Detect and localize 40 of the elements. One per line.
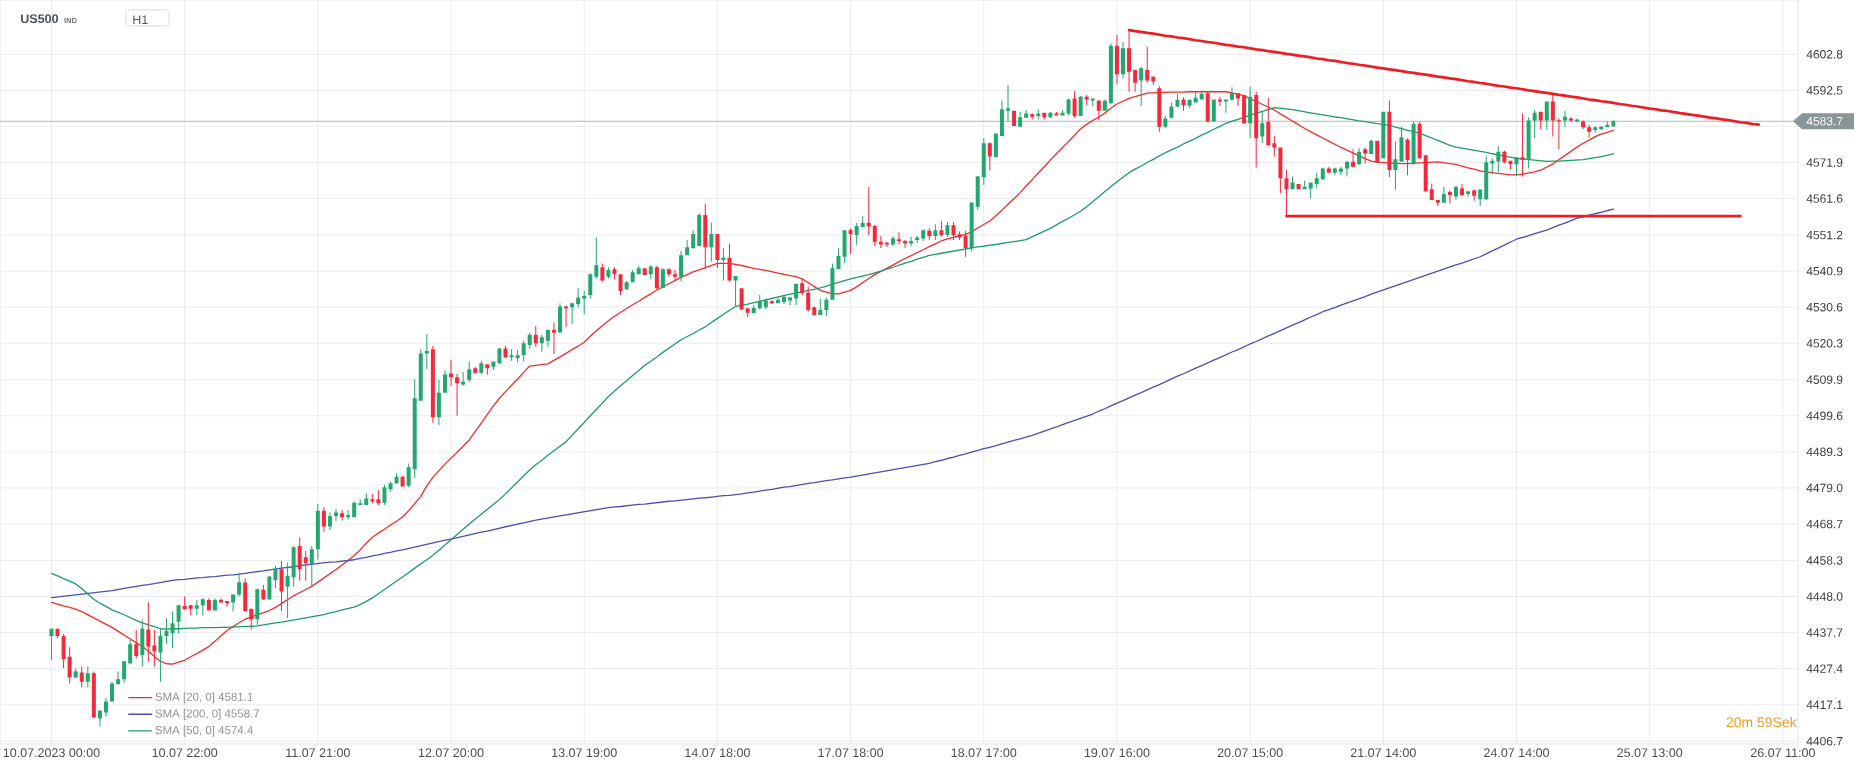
x-tick-label: 19.07 16:00 (1084, 748, 1150, 758)
y-tick-label: 4530.6 (1806, 302, 1843, 312)
annotation: H1 (133, 15, 148, 24)
y-tick-label: 4489.3 (1806, 447, 1843, 457)
x-tick-label: 17.07 18:00 (818, 748, 884, 758)
y-tick-label: 4520.3 (1806, 339, 1843, 348)
y-tick-label: 4551.2 (1806, 230, 1843, 240)
y-tick-label: 4468.7 (1806, 519, 1843, 529)
y-tick-label: 4479.0 (1806, 483, 1843, 493)
x-tick-label: 25.07 13:00 (1617, 748, 1683, 758)
ref-line-label: 4583.7 (1806, 116, 1843, 126)
x-tick-label: 18.07 17:00 (951, 748, 1017, 758)
x-tick-label: 10.07 22:00 (152, 748, 218, 758)
y-tick-label: 4499.6 (1806, 411, 1843, 421)
annotation: 20m 59Sek (1726, 716, 1797, 728)
y-tick-label: 4448.0 (1806, 592, 1843, 601)
x-tick-label: 20.07 15:00 (1217, 748, 1283, 758)
y-tick-label: 4571.9 (1806, 158, 1843, 167)
x-tick-label: 10.07.2023 00:00 (3, 748, 100, 758)
y-tick-label: 4602.8 (1806, 50, 1843, 59)
x-tick-label: 12.07 20:00 (418, 748, 484, 758)
y-tick-label: 4592.5 (1806, 86, 1843, 95)
y-tick-label: 4561.6 (1806, 194, 1843, 203)
x-tick-label: 26.07 11:00 (1750, 748, 1815, 758)
x-tick-label: 24.07 14:00 (1484, 748, 1550, 758)
y-tick-label: 4458.3 (1806, 556, 1843, 565)
legend-label: SMA [20, 0] 4581.1 (155, 692, 253, 704)
y-tick-label: 4509.9 (1806, 375, 1843, 384)
x-tick-label: 21.07 14:00 (1350, 748, 1416, 758)
y-tick-label: 4437.7 (1806, 628, 1843, 637)
x-tick-label: 11.07 21:00 (286, 748, 350, 758)
y-tick-label: 4417.1 (1806, 700, 1843, 709)
y-tick-label: 4427.4 (1806, 664, 1843, 673)
y-tick-label: 4406.7 (1806, 736, 1843, 746)
x-tick-label: 13.07 19:00 (552, 748, 617, 758)
legend-label: SMA [200, 0] 4558.7 (155, 709, 260, 720)
text: US500 (21, 14, 58, 24)
y-tick-label: 4540.9 (1806, 266, 1843, 276)
x-tick-label: 14.07 18:00 (685, 748, 750, 758)
legend-label: SMA [50, 0] 4574.4 (155, 725, 253, 737)
